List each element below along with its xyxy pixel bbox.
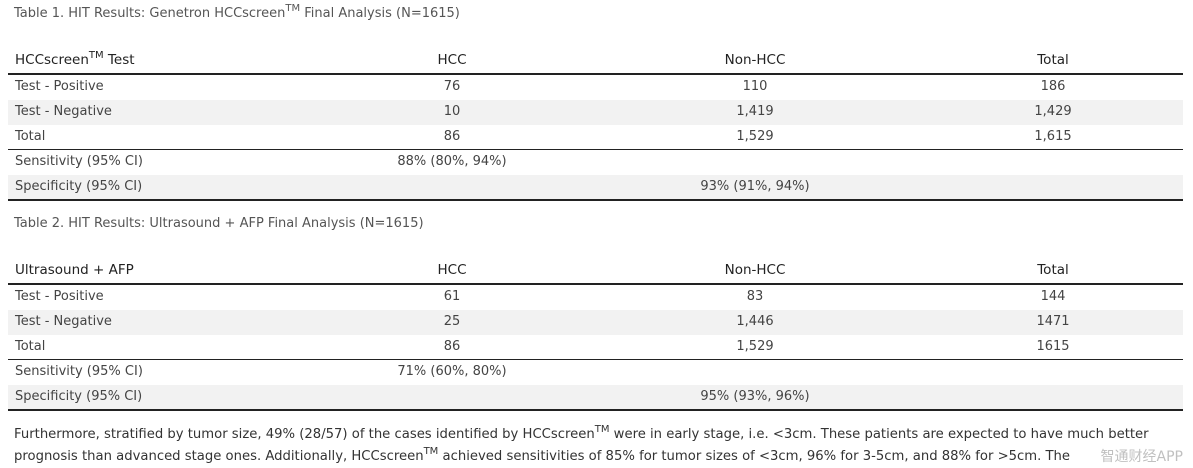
table-cell: Test - Negative [15,314,112,329]
table-cell: 86 [443,339,461,354]
table-cell: 1,419 [736,104,774,119]
table-cell: 86 [443,129,461,144]
table-cell: Total [15,129,46,144]
table-cell: 83 [746,289,764,304]
header-cell: Non-HCC [724,262,786,278]
header-cell: Ultrasound + AFP [15,262,134,278]
bottom-rule [8,409,1183,411]
superscript: TM [88,50,104,61]
table-cell: 110 [742,79,768,94]
table-cell: 1,446 [736,314,774,329]
text: achieved sensitivities of 85% for tumor … [438,449,1071,464]
row-shade [8,385,1183,410]
table-cell: 1471 [1036,314,1070,329]
header-cell: Total [1037,262,1069,278]
table-cell: 144 [1040,289,1066,304]
text: were in early stage, i.e. <3cm. These pa… [14,427,1149,464]
table-cell: 1,429 [1034,104,1072,119]
table-cell: 1615 [1036,339,1070,354]
stats-rule [8,359,1183,360]
table-cell: Test - Positive [15,79,104,94]
row-shade [8,100,1183,125]
header-cell: Non-HCC [724,52,786,68]
table-cell: 1,529 [736,339,774,354]
row-shade [8,310,1183,335]
row-shade [8,175,1183,200]
text: Test [103,52,135,68]
table-cell: 1,615 [1034,129,1072,144]
text: Table 2. HIT Results: Ultrasound + AFP F… [14,216,424,231]
text: HCCscreen [15,52,89,68]
stat-cell: Sensitivity (95% CI) [15,154,143,169]
superscript: TM [423,446,439,457]
bottom-rule [8,199,1183,201]
table-cell: 1,529 [736,129,774,144]
stat-cell: Sensitivity (95% CI) [15,364,143,379]
text: Table 1. HIT Results: Genetron HCCscreen [14,6,286,21]
header-cell: HCCscreenTM Test [15,50,135,69]
stat-cell: 88% (80%, 94%) [397,154,507,169]
table-cell: 76 [443,79,461,94]
stat-cell: 71% (60%, 80%) [397,364,507,379]
table-caption: Table 1. HIT Results: Genetron HCCscreen… [14,3,460,22]
superscript: TM [594,424,610,435]
superscript: TM [285,3,301,14]
stats-rule [8,149,1183,150]
header-cell: Total [1037,52,1069,68]
header-rule [8,283,1183,285]
table-cell: Total [15,339,46,354]
table-cell: Test - Positive [15,289,104,304]
text: Ultrasound + AFP [15,262,134,278]
text: Furthermore, stratified by tumor size, 4… [14,427,595,442]
stat-cell: 95% (93%, 96%) [700,389,810,404]
header-cell: HCC [437,262,467,278]
header-rule [8,73,1183,75]
table-cell: 61 [443,289,461,304]
table-cell: 10 [443,104,461,119]
stat-cell: 93% (91%, 94%) [700,179,810,194]
stat-cell: Specificity (95% CI) [15,389,143,404]
stat-cell: Specificity (95% CI) [15,179,143,194]
table-caption: Table 2. HIT Results: Ultrasound + AFP F… [14,216,424,232]
text: Final Analysis (N=1615) [300,6,460,21]
table-cell: 25 [443,314,461,329]
paragraph: Furthermore, stratified by tumor size, 4… [14,424,1186,468]
watermark: 智通财经APP [1100,449,1183,465]
table-cell: Test - Negative [15,104,112,119]
table-cell: 186 [1040,79,1066,94]
header-cell: HCC [437,52,467,68]
